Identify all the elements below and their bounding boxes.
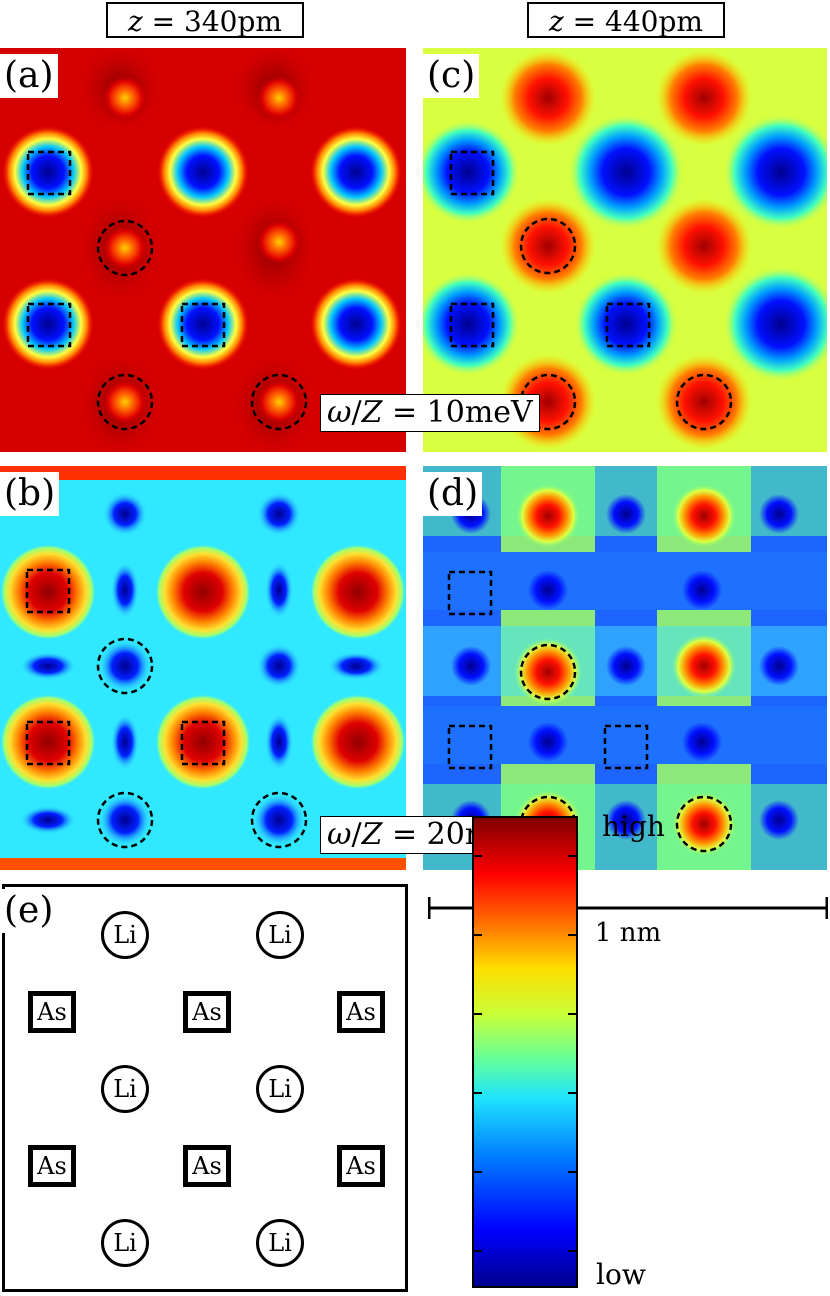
panel-label: (e) [2, 889, 56, 933]
li-atom: Li [101, 1065, 149, 1113]
as-atom: As [28, 991, 76, 1033]
z-symbol: Z [361, 817, 383, 852]
panel-a-map: (a) [0, 48, 406, 452]
colorbar [472, 816, 578, 1288]
omega-symbol: ω [327, 817, 352, 852]
heading-var: z [549, 5, 564, 38]
red-spots [500, 50, 752, 450]
panel-c-svg [423, 50, 827, 450]
red-spots [514, 484, 736, 858]
heading-var: z [128, 5, 143, 38]
panel-label: (d) [423, 472, 483, 516]
colorbar-low-label: low [596, 1258, 646, 1291]
bottom-stripe [0, 858, 406, 870]
markers [25, 568, 308, 849]
panel-c-map: (c) [423, 48, 827, 452]
heading-value: 440pm [605, 5, 703, 38]
li-atom: Li [256, 911, 304, 959]
omega-symbol: ω [327, 395, 352, 430]
blue-spots [2, 126, 402, 370]
panel-label: (c) [423, 54, 480, 98]
top-stripe [0, 466, 406, 480]
column-heading-left: z = 340pm [106, 2, 304, 38]
as-atom: As [183, 991, 231, 1033]
panel-d-map: (d) [423, 466, 827, 870]
li-atom: Li [101, 1219, 149, 1267]
panel-a-svg [2, 48, 402, 452]
z-symbol: Z [361, 395, 383, 430]
energy-label-top: ω/Z = 10meV [320, 394, 540, 432]
colorbar-high-label: high [602, 810, 665, 843]
panel-d-svg [423, 466, 827, 870]
li-atom: Li [256, 1219, 304, 1267]
panel-label: (a) [0, 54, 58, 98]
scale-bar-label: 1 nm [594, 918, 662, 948]
as-atom: As [28, 1145, 76, 1187]
equals: = [382, 817, 427, 852]
panel-b-svg [0, 466, 406, 870]
panel-e-lattice: (e) Li Li As As As Li Li As As As Li Li [2, 884, 408, 1292]
markers [449, 150, 733, 431]
li-atom: Li [256, 1065, 304, 1113]
as-atom: As [337, 1145, 385, 1187]
markers [26, 150, 308, 431]
slash: / [351, 395, 362, 430]
slash: / [351, 817, 362, 852]
equals: = [382, 395, 427, 430]
heading-value: 340pm [184, 5, 282, 38]
li-atom: Li [101, 911, 149, 959]
heading-eq: = [142, 5, 185, 38]
column-heading-right: z = 440pm [527, 2, 725, 38]
as-atom: As [183, 1145, 231, 1187]
orange-spots [101, 74, 303, 426]
red-squares [0, 544, 406, 790]
blue-spots [423, 114, 827, 382]
heading-eq: = [563, 5, 606, 38]
blue-dots [20, 492, 384, 846]
panel-label: (b) [0, 472, 60, 516]
panel-b-map: (b) [0, 466, 406, 870]
as-atom: As [337, 991, 385, 1033]
energy-value: 10meV [426, 395, 533, 430]
